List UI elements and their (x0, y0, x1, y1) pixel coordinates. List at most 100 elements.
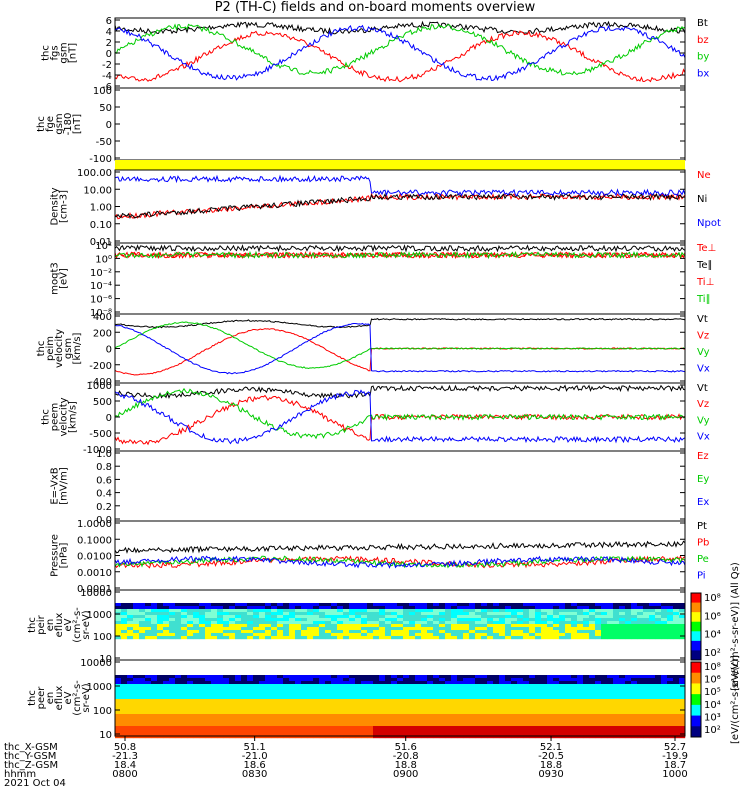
y-tick-label: 6 (106, 16, 112, 27)
panel-frame (114, 659, 686, 737)
legend-entry: Npot (697, 218, 721, 229)
y-tick-label: -400 (89, 377, 112, 388)
chart-title: P2 (TH-C) fields and on-board moments ov… (214, 0, 536, 15)
x-tick-label: 50.8 (114, 742, 136, 753)
legend-entry: Ez (697, 451, 709, 462)
x-tick-label: 18.8 (540, 760, 562, 771)
legend-entry: Vt (697, 314, 708, 325)
svg-text:thc: thc (36, 116, 47, 132)
legend-entry: Vy (697, 415, 710, 426)
series-line (114, 318, 686, 329)
series-line (114, 174, 686, 197)
x-tick-label: 52.7 (664, 742, 686, 753)
colorbar-1: 10⁸ 10⁶ 10⁴ 10² [eV/(cm²-s-sr-eV)] (All Qs) (690, 562, 741, 691)
y-tick-label: -4 (102, 71, 112, 82)
series-line (114, 250, 686, 260)
svg-text:[km/s]: [km/s] (72, 332, 83, 364)
svg-text:-180: -180 (63, 113, 74, 136)
x-tick-label: -21.0 (242, 751, 268, 762)
panel-5: 10² 10⁰ 10⁻² 10⁻⁴ 10⁻⁶ 10⁻⁸ moqt3[eV] Te⊥ Te∥ Ti⊥… (50, 241, 717, 319)
y-tick-label: 0.4 (96, 489, 112, 500)
colorbar-tick: 10⁶ (704, 611, 721, 622)
legend-entry: Pb (697, 537, 709, 548)
series-line (114, 30, 686, 83)
svg-text:thc: thc (27, 617, 38, 633)
x-tick-label: 0830 (242, 769, 267, 780)
svg-text:thc: thc (41, 409, 52, 425)
panel-frame (114, 169, 686, 244)
x-row-label: hhmm (4, 769, 36, 780)
svg-text:peim: peim (45, 336, 56, 361)
x-tick-label: 51.6 (395, 742, 417, 753)
colorbar-tick: 10⁶ (704, 675, 721, 686)
svg-text:Pressure: Pressure (50, 534, 61, 577)
y-tick-label: 1.0000 (77, 519, 112, 530)
colorbar-tick: 10⁸ (704, 662, 721, 673)
svg-text:fge: fge (45, 116, 56, 132)
x-tick-label: 18.8 (395, 760, 417, 771)
legend-entry: Pi (697, 570, 706, 581)
y-tick-label: 10² (95, 241, 112, 252)
svg-text:fgs: fgs (50, 45, 61, 60)
svg-text:en: en (45, 692, 56, 705)
x-tick-label: 1000 (662, 769, 687, 780)
svg-text:sr-eV): sr-eV) (81, 683, 92, 712)
y-tick-label: 10⁻⁴ (90, 281, 112, 292)
y-tick-label: 0.6 (96, 475, 112, 486)
colorbar-tick: 10⁵ (704, 687, 721, 698)
y-tick-label: 1000 (87, 682, 112, 693)
y-axis-label: moqt3[eV] (50, 262, 70, 295)
y-tick-label: 0.2 (96, 502, 112, 513)
y-tick-label: 10⁻⁸ (90, 308, 112, 319)
legend-entry: Pt (697, 521, 707, 532)
x-row-label: 2021 Oct 04 (4, 778, 66, 789)
legend-entry: bz (697, 35, 709, 46)
series-line (114, 244, 686, 253)
legend-entry: Ey (697, 474, 709, 485)
x-row-label: thc_Z-GSM (4, 760, 58, 771)
legend-entry: Ne (697, 170, 711, 181)
x-tick-label: -20.8 (393, 751, 419, 762)
series-line (114, 384, 686, 399)
y-tick-label: 100 (93, 706, 112, 717)
series-line (114, 554, 686, 569)
colorbar-label: [eV/(cm²-s-sr-eV)] (730, 655, 741, 744)
panel-11: 10000 1000 100 10 thcpeerenefluxeV(cm²-s-sr-… (27, 658, 686, 741)
y-tick-label: 10000 (80, 588, 112, 599)
legend-entry: Vx (697, 432, 710, 443)
svg-text:[nT]: [nT] (72, 114, 83, 134)
svg-text:gsm: gsm (54, 113, 65, 134)
legend-entry: Vt (697, 383, 708, 394)
svg-text:[km/s]: [km/s] (68, 401, 79, 433)
y-tick-label: 0.0010 (77, 568, 112, 579)
series-line (114, 322, 686, 375)
colorbar-label: [eV/(cm²-s-sr-eV)] (All Qs) (730, 562, 741, 691)
legend-entry: Pe (697, 554, 709, 565)
y-tick-label: 200 (93, 328, 112, 339)
y-tick-label: -100 (89, 154, 112, 165)
y-tick-label: 10⁻⁶ (90, 295, 112, 306)
svg-text:gsm: gsm (63, 338, 74, 359)
panel-8: 1.0 0.8 0.6 0.4 0.2 0.0 E=-VxB[mV/m] Ez Ey Ex (50, 449, 710, 526)
y-tick-label: 10⁻² (90, 268, 112, 279)
y-tick-label: 0.0001 (77, 584, 112, 595)
y-tick-label: -2 (102, 60, 112, 71)
series-line (114, 328, 686, 376)
svg-text:E=-VxB: E=-VxB (50, 467, 61, 504)
x-tick-label: 52.1 (540, 742, 562, 753)
svg-text:thc: thc (41, 45, 52, 61)
colorbar-tick: 10⁴ (704, 700, 721, 711)
y-tick-label: 0 (106, 413, 112, 424)
x-tick-label: 51.1 (244, 742, 266, 753)
legend-entry: Vz (697, 330, 709, 341)
x-tick-label: 18.4 (114, 760, 136, 771)
panel-3 (115, 160, 685, 170)
y-tick-label: 100 (93, 86, 112, 97)
